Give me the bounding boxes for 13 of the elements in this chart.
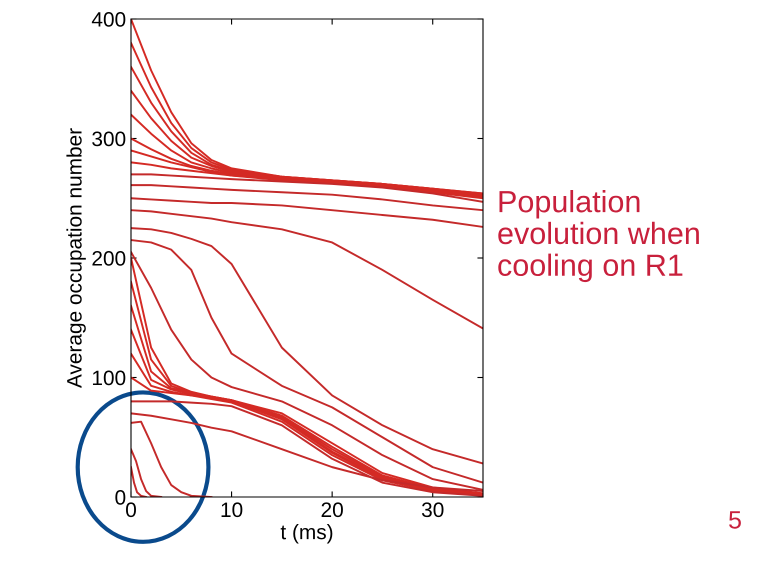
x-tick-label: 0 <box>126 502 136 518</box>
x-tick-label: 30 <box>422 502 444 518</box>
y-tick-label: 200 <box>92 251 126 266</box>
y-tick-label: 300 <box>92 132 126 146</box>
x-tick-label: 20 <box>322 502 343 518</box>
x-tick-label: 10 <box>222 502 242 518</box>
x-axis-title: t (ms) <box>280 524 332 544</box>
y-tick-label: 100 <box>92 370 126 386</box>
text: Population evolution when cooling on R1 <box>498 190 699 282</box>
y-tick-label: 0 <box>115 490 126 505</box>
y-axis-title: Average occupation number <box>66 128 86 388</box>
y-tick-label: 400 <box>92 12 126 27</box>
text: 5 <box>729 511 741 529</box>
